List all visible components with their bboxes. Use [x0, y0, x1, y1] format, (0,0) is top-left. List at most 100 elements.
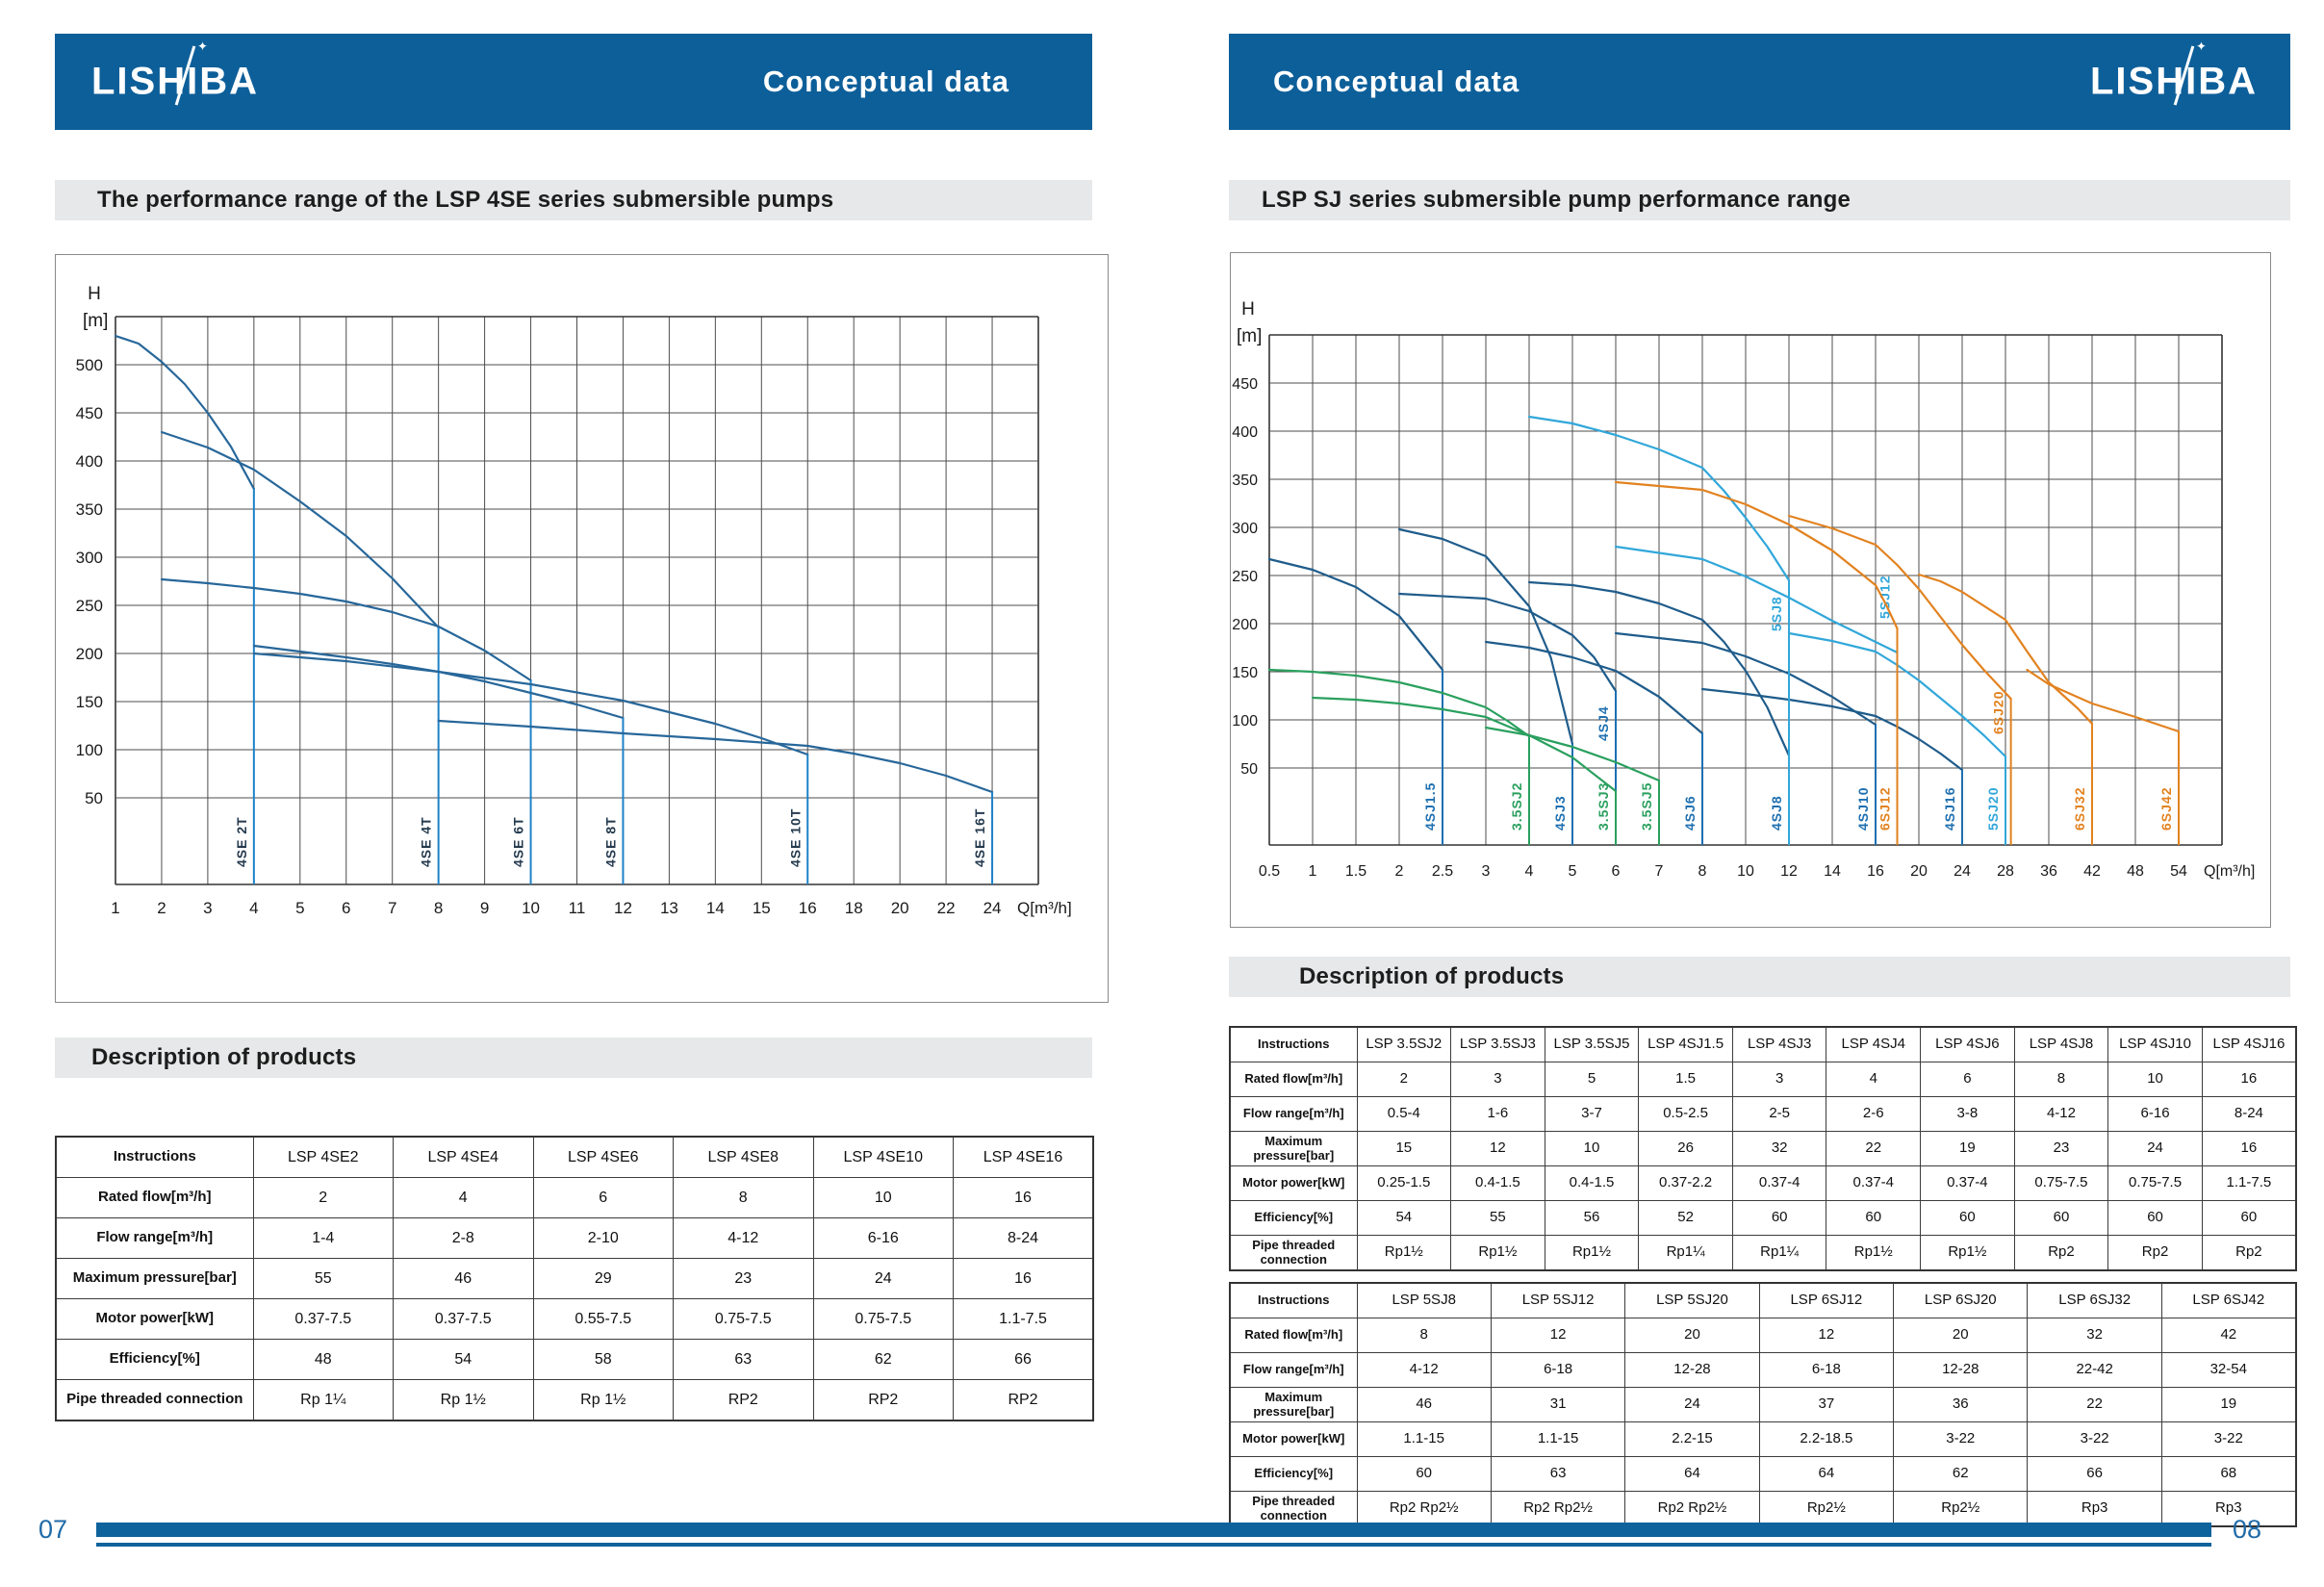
lsp-sj-performance-chart: H [m] 450 400 350 300 250 200 150 100 50 0.5 1 1.5 2 2.… [1232, 299, 2255, 880]
value-cell: 1.1-7.5 [2201, 1165, 2297, 1201]
lsp-4se-chart-box: H [m] 500 450 400 350 300 250 200 150 100 50 1 2 3 4 5 6 7… [55, 254, 1109, 1003]
svg-text:1.5: 1.5 [1345, 863, 1366, 880]
lsp-sj-product-table-1: Instructions LSP 3.5SJ2 LSP 3.5SJ3 LSP 3.5S… [1229, 1026, 2297, 1271]
value-cell: 0.37-7.5 [252, 1298, 394, 1340]
curve-label-4sj16: 4SJ16 [1942, 787, 1957, 831]
header-title: Conceptual data [762, 64, 1009, 98]
svg-text:0.5: 0.5 [1259, 863, 1280, 880]
value-cell: RP2 [673, 1379, 814, 1421]
table-row: Rated flow[m³/h] 2 4 6 8 10 16 [55, 1177, 1094, 1218]
value-cell: 8 [1356, 1318, 1492, 1353]
value-cell: 32-54 [2160, 1352, 2297, 1388]
value-cell: 54 [393, 1339, 534, 1380]
value-cell: 6-18 [1758, 1352, 1895, 1388]
value-cell: Rp2 [2107, 1235, 2203, 1271]
value-cell: LSP 6SJ12 [1758, 1282, 1895, 1318]
curve-label-4sj4: 4SJ4 [1596, 705, 1611, 741]
value-cell: 0.75-7.5 [812, 1298, 954, 1340]
value-cell: 0.5-2.5 [1638, 1096, 1733, 1132]
svg-text:5: 5 [295, 899, 304, 917]
table-row: Efficiency[%] 60 63 64 64 62 66 68 [1229, 1456, 2297, 1492]
svg-text:H: H [88, 284, 101, 304]
right-section-bar: LSP SJ series submersible pump performan… [1229, 180, 2290, 220]
svg-text:400: 400 [1232, 424, 1258, 441]
svg-text:42: 42 [2083, 863, 2101, 880]
value-cell: 0.37-4 [1826, 1165, 1922, 1201]
value-cell: 66 [953, 1339, 1094, 1380]
value-cell: 0.55-7.5 [532, 1298, 674, 1340]
value-cell: 8 [2013, 1062, 2109, 1097]
row-label-cell: Pipe threaded connection [1229, 1235, 1358, 1271]
value-cell: 0.4-1.5 [1544, 1165, 1640, 1201]
footer-bar-thin [96, 1543, 2211, 1547]
value-cell: 24 [2107, 1131, 2203, 1166]
value-cell: LSP 4SJ1.5 [1638, 1026, 1733, 1062]
value-cell: LSP 5SJ12 [1490, 1282, 1626, 1318]
value-cell: 6-16 [812, 1217, 954, 1259]
value-cell: 60 [1731, 1200, 1827, 1236]
value-cell: 0.37-4 [1920, 1165, 2015, 1201]
value-cell: 1.1-7.5 [953, 1298, 1094, 1340]
value-cell: 32 [1731, 1131, 1827, 1166]
value-cell: Rp1¼ [1731, 1235, 1827, 1271]
value-cell: 22 [1826, 1131, 1922, 1166]
value-cell: 19 [1920, 1131, 2015, 1166]
value-cell: 3 [1450, 1062, 1545, 1097]
value-cell: Rp2 Rp2½ [1490, 1491, 1626, 1527]
value-cell: 37 [1758, 1387, 1895, 1422]
left-product-table-wrap: Instructions LSP 4SE2 LSP 4SE4 LSP 4SE6 LSP … [55, 1136, 1094, 1421]
value-cell: LSP 4SE10 [812, 1136, 954, 1178]
value-cell: 2.2-18.5 [1758, 1421, 1895, 1457]
table-row: Flow range[m³/h] 1-4 2-8 2-10 4-12 6-16 8-24 [55, 1217, 1094, 1259]
table-row: Rated flow[m³/h] 8 12 20 12 20 32 42 [1229, 1318, 2297, 1353]
svg-text:16: 16 [1867, 863, 1884, 880]
curve-label-4se2t: 4SE 2T [234, 816, 249, 867]
lsp-sj-chart-box: H [m] 450 400 350 300 250 200 150 100 50 0.5 1 1.5 2 2.… [1230, 252, 2271, 928]
curve-label-6sj32: 6SJ32 [2072, 787, 2087, 831]
svg-text:1: 1 [111, 899, 119, 917]
left-section-bar: The performance range of the LSP 4SE ser… [55, 180, 1092, 220]
value-cell: LSP 3.5SJ5 [1544, 1026, 1640, 1062]
table-row: Pipe threaded connection Rp2 Rp2½ Rp2 Rp2½… [1229, 1491, 2297, 1527]
svg-text:6: 6 [1612, 863, 1621, 880]
row-label-cell: Rated flow[m³/h] [55, 1177, 254, 1218]
value-cell: Rp2 Rp2½ [1624, 1491, 1760, 1527]
svg-text:8: 8 [1698, 863, 1707, 880]
value-cell: 0.4-1.5 [1450, 1165, 1545, 1201]
value-cell: 60 [2107, 1200, 2203, 1236]
value-cell: Rp1¼ [1638, 1235, 1733, 1271]
value-cell: 3-22 [2160, 1421, 2297, 1457]
svg-text:54: 54 [2170, 863, 2187, 880]
value-cell: 8 [673, 1177, 814, 1218]
value-cell: Rp3 [2160, 1491, 2297, 1527]
svg-text:2: 2 [1395, 863, 1404, 880]
value-cell: 16 [2201, 1062, 2297, 1097]
curve-label-4se6t: 4SE 6T [511, 816, 526, 867]
value-cell: 16 [953, 1258, 1094, 1299]
curve-label-4sj1.5: 4SJ1.5 [1422, 782, 1438, 831]
value-cell: LSP 4SE16 [953, 1136, 1094, 1178]
value-cell: 4-12 [673, 1217, 814, 1259]
footer-bar-thick [96, 1523, 2211, 1537]
right-page-number: 08 [2233, 1515, 2262, 1544]
svg-text:1: 1 [1309, 863, 1317, 880]
svg-text:300: 300 [76, 549, 103, 567]
right-page-header: Conceptual data LISHIBA ✦ [1229, 34, 2290, 130]
value-cell: Rp2½ [1758, 1491, 1895, 1527]
svg-text:200: 200 [1232, 617, 1258, 633]
lsp-4se-product-table: Instructions LSP 4SE2 LSP 4SE4 LSP 4SE6 LSP … [55, 1136, 1094, 1421]
value-cell: 2-8 [393, 1217, 534, 1259]
table-row: Maximum pressure[bar] 15 12 10 26 32 22 19 23 24 1… [1229, 1131, 2297, 1166]
value-cell: 19 [2160, 1387, 2297, 1422]
svg-text:16: 16 [799, 899, 817, 917]
table-row: Efficiency[%] 54 55 56 52 60 60 60 60 60 60 [1229, 1200, 2297, 1236]
value-cell: 48 [252, 1339, 394, 1380]
svg-text:9: 9 [480, 899, 489, 917]
table-row: Instructions LSP 3.5SJ2 LSP 3.5SJ3 LSP 3.5S… [1229, 1026, 2297, 1062]
left-section-title: The performance range of the LSP 4SE ser… [97, 187, 834, 213]
curve-label-5sj8: 5SJ8 [1769, 596, 1784, 631]
value-cell: 1.1-15 [1356, 1421, 1492, 1457]
value-cell: LSP 4SJ8 [2013, 1026, 2109, 1062]
value-cell: 2 [1356, 1062, 1452, 1097]
svg-text:24: 24 [1954, 863, 1971, 880]
